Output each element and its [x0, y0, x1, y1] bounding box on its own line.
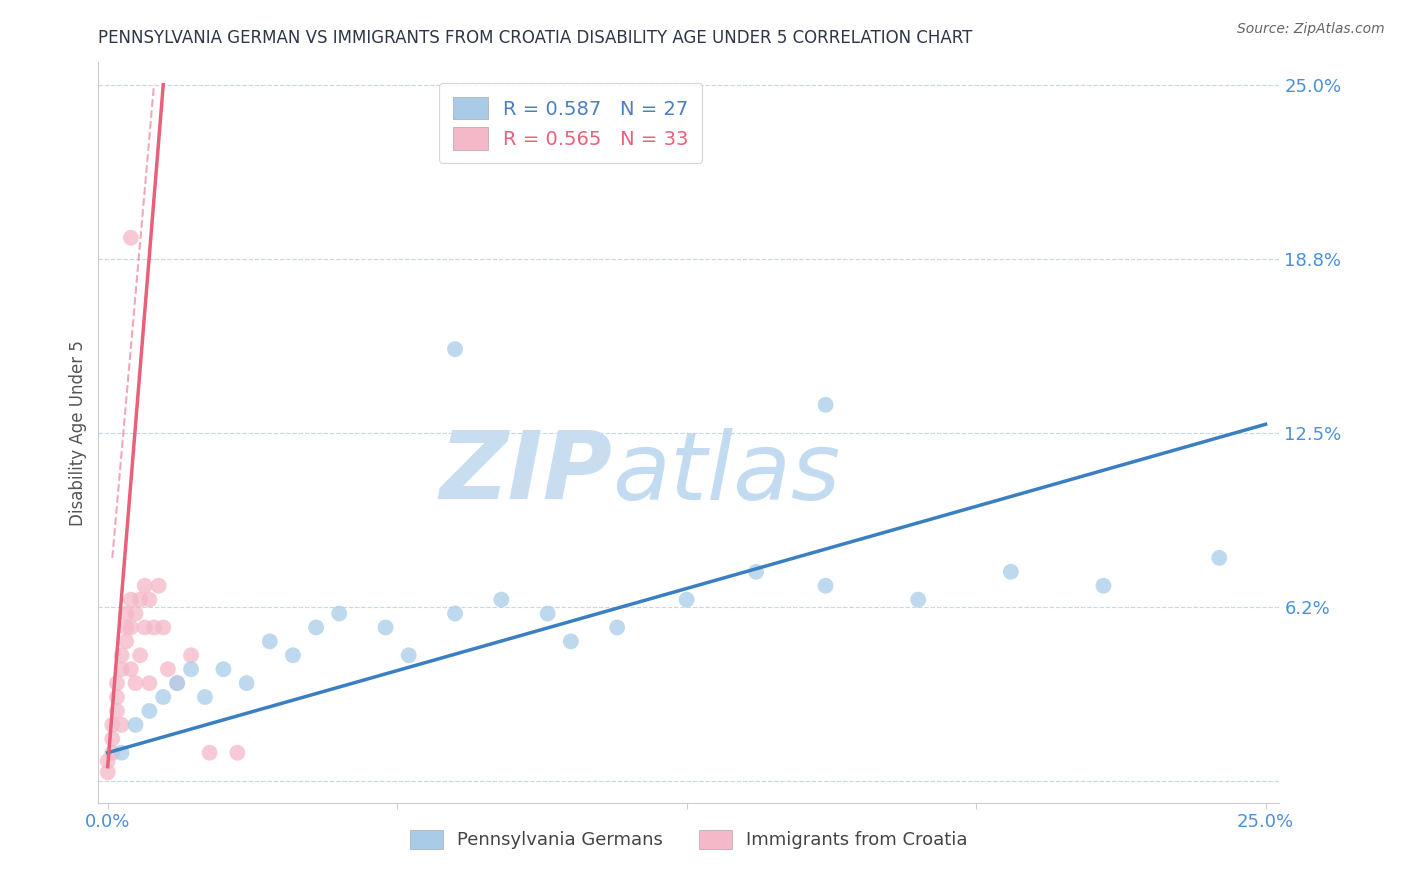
- Text: ZIP: ZIP: [439, 427, 612, 519]
- Point: [745, 565, 768, 579]
- Point: [537, 607, 560, 621]
- Point: [814, 398, 837, 412]
- Point: [152, 690, 174, 704]
- Point: [444, 342, 467, 356]
- Point: [491, 592, 513, 607]
- Point: [1000, 565, 1022, 579]
- Point: [156, 662, 179, 676]
- Point: [180, 662, 202, 676]
- Point: [129, 648, 152, 663]
- Point: [281, 648, 304, 663]
- Point: [166, 676, 188, 690]
- Point: [180, 648, 202, 663]
- Point: [444, 607, 467, 621]
- Point: [134, 620, 156, 634]
- Point: [907, 592, 929, 607]
- Point: [305, 620, 328, 634]
- Point: [124, 607, 146, 621]
- Point: [675, 592, 697, 607]
- Point: [138, 704, 160, 718]
- Point: [138, 592, 160, 607]
- Text: atlas: atlas: [612, 428, 841, 519]
- Point: [115, 634, 138, 648]
- Point: [374, 620, 396, 634]
- Point: [110, 718, 132, 732]
- Point: [212, 662, 235, 676]
- Point: [560, 634, 582, 648]
- Point: [152, 620, 174, 634]
- Point: [105, 676, 128, 690]
- Point: [129, 592, 152, 607]
- Point: [124, 676, 146, 690]
- Point: [134, 579, 156, 593]
- Point: [105, 690, 128, 704]
- Point: [110, 746, 132, 760]
- Point: [101, 731, 124, 746]
- Y-axis label: Disability Age Under 5: Disability Age Under 5: [69, 340, 87, 525]
- Point: [101, 718, 124, 732]
- Point: [194, 690, 217, 704]
- Point: [1208, 550, 1230, 565]
- Point: [148, 579, 170, 593]
- Point: [259, 634, 281, 648]
- Point: [166, 676, 188, 690]
- Point: [115, 607, 138, 621]
- Point: [120, 662, 142, 676]
- Point: [105, 704, 128, 718]
- Point: [235, 676, 257, 690]
- Point: [120, 592, 142, 607]
- Point: [143, 620, 166, 634]
- Text: Source: ZipAtlas.com: Source: ZipAtlas.com: [1237, 22, 1385, 37]
- Point: [198, 746, 221, 760]
- Point: [814, 579, 837, 593]
- Point: [101, 746, 124, 760]
- Point: [606, 620, 628, 634]
- Point: [97, 754, 120, 768]
- Point: [110, 662, 132, 676]
- Point: [120, 620, 142, 634]
- Point: [328, 607, 350, 621]
- Point: [226, 746, 249, 760]
- Legend: Pennsylvania Germans, Immigrants from Croatia: Pennsylvania Germans, Immigrants from Cr…: [404, 823, 974, 856]
- Point: [110, 648, 132, 663]
- Point: [1092, 579, 1115, 593]
- Point: [398, 648, 420, 663]
- Point: [120, 231, 142, 245]
- Point: [124, 718, 146, 732]
- Point: [115, 620, 138, 634]
- Text: PENNSYLVANIA GERMAN VS IMMIGRANTS FROM CROATIA DISABILITY AGE UNDER 5 CORRELATIO: PENNSYLVANIA GERMAN VS IMMIGRANTS FROM C…: [98, 29, 973, 47]
- Point: [97, 765, 120, 780]
- Point: [138, 676, 160, 690]
